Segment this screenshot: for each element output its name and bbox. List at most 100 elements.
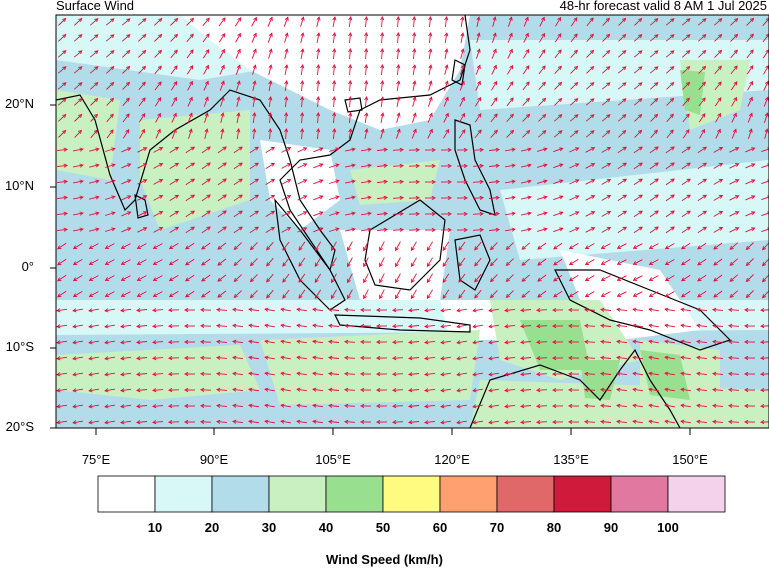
wind-vector-head — [712, 419, 717, 424]
wind-vector — [441, 324, 451, 328]
wind-vector-head — [408, 420, 413, 425]
wind-vector-head — [511, 147, 516, 152]
wind-vector — [697, 162, 707, 170]
wind-vector-head — [268, 32, 273, 37]
wind-vector — [56, 420, 68, 424]
wind-vector-head — [237, 48, 241, 53]
wind-vector — [137, 163, 147, 169]
wind-vector-head — [314, 246, 319, 251]
wind-vector-head — [300, 80, 305, 85]
wind-vector-head — [559, 227, 564, 232]
wind-vector-head — [125, 81, 131, 86]
wind-vector-head — [201, 261, 206, 266]
wind-vector-head — [284, 32, 289, 37]
wind-vector-head — [552, 420, 557, 425]
wind-vector-head — [600, 339, 605, 344]
wind-vector-head — [511, 211, 516, 216]
wind-vector — [506, 130, 514, 138]
wind-vector-head — [681, 277, 686, 282]
wind-vector-head — [94, 97, 99, 103]
wind-vector — [490, 130, 498, 138]
wind-vector-head — [111, 195, 116, 200]
wind-vector — [616, 356, 628, 360]
wind-vector — [730, 65, 738, 75]
wind-vector-head — [749, 49, 754, 54]
wind-vector — [105, 420, 115, 424]
wind-vector — [73, 148, 83, 152]
wind-vector-head — [606, 33, 611, 38]
wind-vector — [616, 340, 628, 344]
wind-vector-head — [632, 245, 638, 249]
wind-vector — [201, 162, 211, 170]
wind-vector-head — [110, 81, 115, 87]
wind-vector-head — [600, 307, 605, 312]
wind-vector — [585, 147, 595, 153]
wind-vector — [249, 146, 259, 154]
wind-vector — [344, 421, 356, 423]
wind-vector-head — [125, 97, 130, 102]
wind-vector — [489, 340, 499, 344]
wind-vector-head — [205, 17, 210, 22]
wind-vector — [650, 82, 658, 90]
wind-vector — [169, 259, 179, 265]
wind-vector-head — [638, 178, 643, 183]
wind-vector — [427, 129, 433, 139]
wind-vector-head — [616, 277, 622, 281]
wind-vector — [298, 241, 306, 251]
wind-vector — [74, 130, 82, 138]
wind-vector — [89, 243, 99, 249]
wind-vector — [665, 34, 675, 42]
wind-vector-head — [442, 262, 447, 267]
wind-vector-head — [104, 372, 109, 377]
wind-vector — [633, 226, 643, 234]
wind-vector-head — [702, 146, 707, 151]
wind-vector — [714, 81, 722, 91]
wind-vector — [328, 325, 340, 327]
wind-vector-head — [88, 388, 93, 393]
wind-vector — [233, 210, 243, 218]
wind-vector — [601, 82, 611, 90]
wind-vector — [761, 212, 769, 217]
wind-vector — [344, 341, 356, 343]
wind-vector-head — [521, 261, 526, 266]
wind-vector-head — [685, 97, 690, 102]
wind-vector-head — [728, 307, 733, 312]
wind-vector — [570, 17, 578, 27]
wind-vector — [747, 113, 753, 123]
wind-vector-head — [136, 245, 142, 249]
wind-vector-head — [152, 261, 158, 265]
wind-vector-head — [495, 179, 500, 184]
wind-vector-head — [428, 64, 433, 69]
wind-vector-head — [702, 226, 707, 231]
wind-vector — [569, 259, 579, 265]
wind-vector — [682, 50, 690, 58]
wind-vector-head — [553, 277, 558, 282]
wind-vector — [73, 243, 83, 249]
wind-vector — [505, 196, 515, 200]
colorbar-swatch — [382, 475, 441, 513]
wind-vector — [537, 196, 547, 200]
wind-vector-head — [600, 419, 605, 424]
wind-vector — [187, 97, 193, 107]
wind-vector — [300, 17, 304, 27]
wind-vector — [553, 227, 563, 233]
wind-vector — [584, 373, 596, 375]
wind-vector-head — [88, 420, 93, 425]
wind-vector — [665, 275, 675, 281]
wind-vector — [363, 273, 369, 283]
wind-vector — [476, 17, 480, 27]
wind-vector-head — [206, 210, 211, 215]
wind-vector-head — [584, 403, 589, 408]
wind-vector-head — [222, 146, 227, 151]
wind-vector-head — [760, 324, 765, 329]
wind-vector-head — [300, 32, 305, 37]
wind-vector — [121, 291, 131, 297]
wind-vector — [539, 33, 545, 43]
wind-vector — [187, 113, 193, 123]
wind-vector-head — [204, 112, 209, 117]
wind-vector-head — [638, 194, 643, 199]
wind-vector — [586, 50, 594, 58]
wind-vector — [186, 49, 194, 59]
wind-vector — [458, 257, 466, 267]
wind-vector-head — [748, 128, 753, 133]
